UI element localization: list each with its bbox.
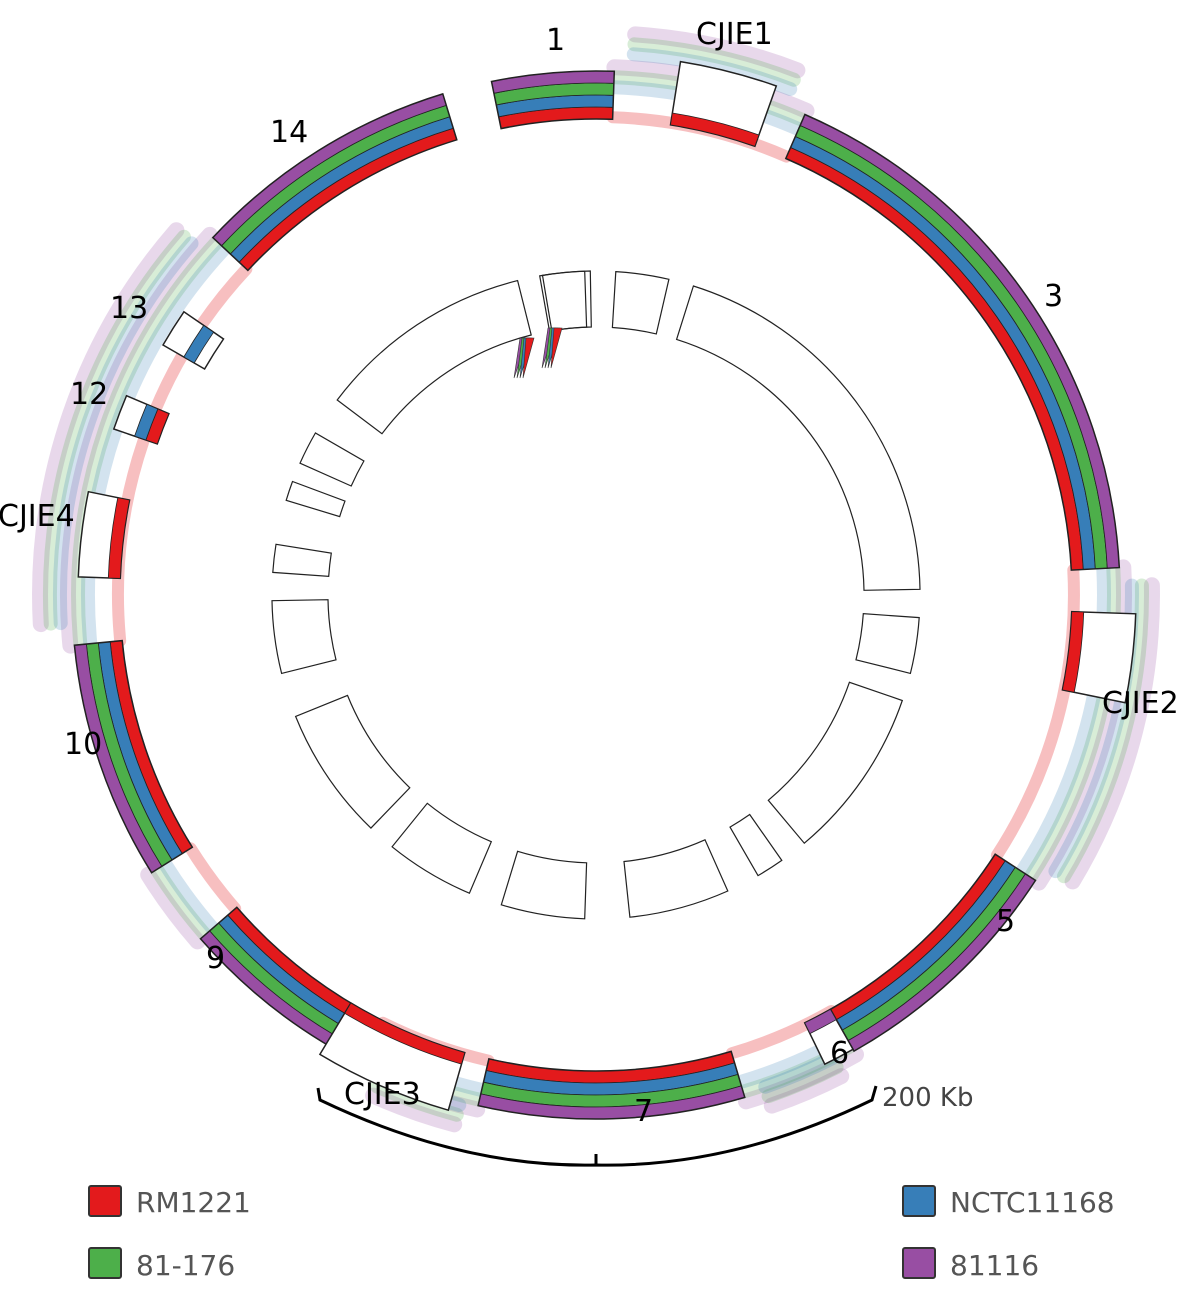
seg-1-outline (490, 70, 616, 130)
center-marker-1-3 (550, 327, 563, 369)
segment-labels: 1 CJIE1 3 CJIE2 5 6 7 CJIE3 9 10 CJIE4 12 13 14 (0, 17, 1179, 1129)
seg-7-outline (477, 1050, 746, 1120)
seg-3-outline (784, 113, 1121, 571)
inner-box-12 (285, 480, 346, 518)
loop-2-green-path (761, 1060, 844, 1104)
cjie2-fill-0 (1061, 611, 1085, 693)
inner-box-15 (541, 270, 588, 332)
island-13-box (161, 310, 225, 371)
inner-ring (271, 270, 921, 920)
cjie1-fill-0 (670, 112, 760, 147)
inner-box-4 (767, 681, 904, 845)
loop-2-purple-path (763, 1068, 850, 1114)
genome-rings (73, 60, 1137, 1120)
island-13-fill-0 (183, 324, 215, 364)
legend-label-81116: 81116 (950, 1249, 1039, 1282)
loop-3-purple-path (365, 1087, 463, 1133)
scale-label: 200 Kb (882, 1083, 973, 1113)
inner-box-6 (623, 839, 729, 918)
loop-4-purple-path (32, 222, 185, 633)
gap-5-purple-path (59, 226, 218, 654)
segment-label-9: 9 (206, 941, 225, 976)
inner-box-11 (272, 543, 332, 577)
gap-4-purple-path (140, 866, 206, 950)
center-marker-0-3 (522, 337, 535, 379)
inner-box-0 (539, 270, 592, 332)
loop-1-green-path (1057, 578, 1149, 884)
seg-10-outline (73, 639, 194, 874)
legend-swatch-81-176 (88, 1247, 122, 1279)
legend-label-rm1221: RM1221 (136, 1186, 251, 1219)
gap-4-green-path (149, 862, 213, 942)
inner-box-8 (391, 802, 493, 894)
loop-0-green-path (627, 37, 801, 87)
segment-label-13: 13 (110, 291, 148, 326)
segment-label-cjie3: CJIE3 (344, 1077, 421, 1112)
segment-label-cjie1: CJIE1 (696, 17, 773, 52)
segment-label-cjie4: CJIE4 (0, 499, 75, 534)
inner-box-13 (299, 432, 365, 487)
legend: RM1221 NCTC11168 81-176 81116 (88, 1185, 1115, 1282)
seg-3-81-176-band (794, 124, 1108, 570)
inner-box-9 (294, 694, 411, 829)
island-12-fill-1 (134, 403, 159, 441)
scale-bar: 200 Kb (316, 1083, 973, 1167)
gap-4-red-path (184, 842, 242, 915)
gap-1-green-path (1023, 560, 1121, 885)
legend-label-81-176: 81-176 (136, 1249, 235, 1282)
segment-label-14: 14 (270, 115, 308, 150)
loop-3-green-path (370, 1079, 464, 1122)
seg-9-outline (199, 906, 385, 1065)
segment-label-6: 6 (830, 1036, 849, 1071)
loop-1-purple-path (1064, 577, 1160, 890)
gap-4-blue-path (158, 857, 220, 936)
legend-label-nctc11168: NCTC11168 (950, 1186, 1115, 1219)
loop-4-green-path (43, 229, 191, 631)
gap-5-green-path (71, 234, 225, 652)
legend-swatch-81116 (902, 1247, 936, 1279)
gap-1-red-path (990, 564, 1080, 862)
gap-1-blue-path (1015, 561, 1111, 879)
gap-1-purple-path (1030, 559, 1132, 891)
island-6-fill-0 (804, 1008, 837, 1035)
inner-box-2 (675, 285, 921, 591)
legend-swatch-nctc11168 (902, 1185, 936, 1217)
cjie3-fill-0 (344, 1002, 466, 1065)
segment-label-cjie2: CJIE2 (1102, 686, 1179, 721)
inner-box-1 (611, 270, 670, 335)
gap-2-purple-path (738, 1046, 864, 1110)
segment-label-1: 1 (546, 23, 565, 58)
segment-label-7: 7 (634, 1094, 653, 1129)
segment-label-12: 12 (70, 377, 108, 412)
loop-4-blue-path (53, 236, 199, 631)
loop-0-purple-path (627, 26, 806, 79)
inner-box-3 (855, 613, 920, 675)
seg-14-outline (211, 92, 458, 272)
gap-5-blue-path (81, 241, 232, 651)
inner-box-14 (336, 279, 532, 435)
loop-0-blue-path (626, 47, 798, 96)
inner-box-7 (500, 850, 588, 920)
segment-label-3: 3 (1044, 279, 1063, 314)
legend-swatch-rm1221 (88, 1185, 122, 1217)
segment-label-10: 10 (64, 727, 102, 762)
segment-label-5: 5 (996, 904, 1015, 939)
inner-box-10 (271, 599, 337, 675)
cjie4-fill-0 (107, 497, 131, 579)
gap-5-red-path (112, 263, 253, 647)
inner-box-5 (729, 813, 783, 877)
